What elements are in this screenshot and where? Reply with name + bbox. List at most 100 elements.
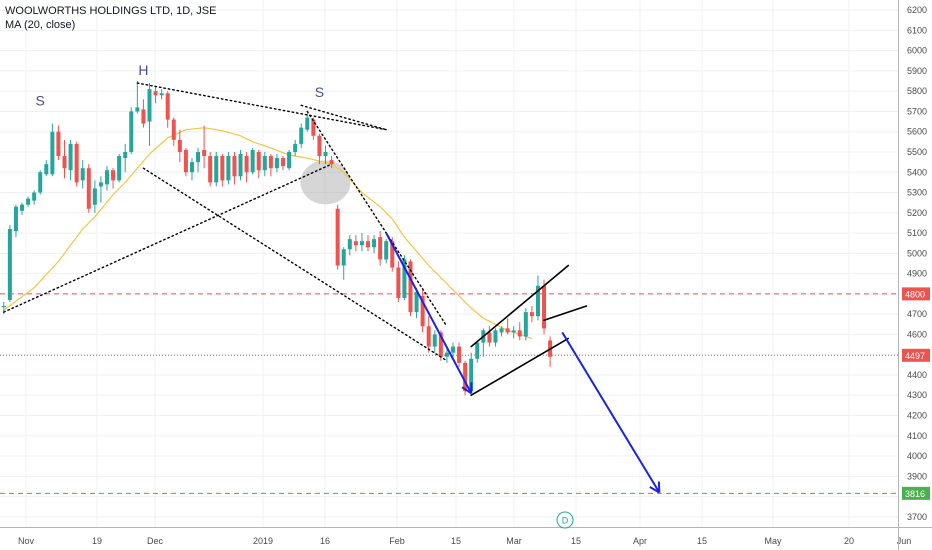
y-tick-label: 4200 [907,411,927,421]
y-tick-label: 6200 [907,5,927,15]
arrow-head [649,486,660,494]
candle-body [189,162,194,173]
candle-body [86,168,91,209]
candle-body [220,156,225,181]
trend-line [543,305,588,322]
candle-body [359,241,364,246]
pattern-label: S [315,84,324,100]
candle-body [323,151,328,157]
candle-body [268,156,273,169]
candle-body [438,332,443,357]
y-tick-label: 5700 [907,106,927,116]
candle-body [505,328,510,333]
candle-body [80,168,85,181]
trend-line [300,104,387,131]
pattern-label: H [138,62,148,78]
trend-line [3,163,333,313]
x-tick-label: Nov [18,536,35,546]
x-tick-label: Feb [389,536,405,546]
candle-body [469,358,474,392]
candle-body [311,119,316,136]
x-tick-label: Mar [506,536,522,546]
candle-body [111,170,116,181]
x-tick-label: 16 [320,536,330,546]
candle-body [378,237,383,260]
candle-body [214,156,219,183]
candle-body [104,170,109,185]
candle-body [450,346,455,353]
y-tick-label: 5500 [907,147,927,157]
candle-body [432,334,437,347]
candle-body [208,156,213,183]
candle-body [26,198,31,205]
candle-body [347,239,352,250]
y-tick-label: 4900 [907,269,927,279]
y-tick-label: 4700 [907,309,927,319]
chart-legend: WOOLWORTHS HOLDINGS LTD, 1D, JSE MA (20,… [5,4,216,32]
x-tick-label: 15 [697,536,707,546]
candle-body [232,156,237,177]
pattern-label: S [36,92,45,108]
candle-body [542,285,547,329]
candle-body [329,160,334,165]
candle-body [244,156,249,173]
candle-body [414,291,419,313]
y-tick-label: 5900 [907,66,927,76]
candle-body [372,239,377,248]
candle-body [426,326,431,347]
x-tick-label: Apr [633,536,647,546]
y-tick-label: 5300 [907,188,927,198]
candle-body [129,111,134,152]
candle-body [7,229,12,300]
candle-body [256,151,261,171]
candle-body [493,330,498,343]
price-tag [902,287,930,301]
candle-body [463,362,468,392]
candle-body [38,172,43,193]
candle-body [196,151,201,163]
y-tick-label: 6100 [907,25,927,35]
chart-title: WOOLWORTHS HOLDINGS LTD, 1D, JSE [5,5,217,17]
x-tick-label: 15 [451,536,461,546]
candle-body [13,206,18,232]
price-tag [902,486,930,500]
highlight-ellipse [300,160,351,205]
trend-line [306,110,448,328]
x-tick-label: 15 [571,536,581,546]
candle-body [499,328,504,333]
candle-body [159,93,164,96]
candle-body [366,241,370,248]
x-tick-label: 20 [844,536,854,546]
candle-body [32,192,37,201]
candle-body [511,330,516,333]
candle-body [171,119,176,140]
candle-body [177,139,182,152]
y-tick-label: 3900 [907,471,927,481]
candle-body [44,164,49,175]
candle-body [535,285,540,317]
event-marker [556,511,574,529]
x-tick-label: May [764,536,782,546]
trend-line [136,82,387,131]
candle-body [202,149,207,157]
price-tag-label: 4800 [905,289,925,299]
y-tick-label: 6000 [907,46,927,56]
candle-body [92,188,97,205]
candle-body [274,158,279,169]
candle-body [523,312,528,337]
candle-body [147,89,152,122]
x-tick-label: Dec [147,536,164,546]
candle-body [299,127,304,144]
candle-body [56,131,61,157]
candle-body [402,259,407,298]
y-tick-label: 5400 [907,167,927,177]
trend-line [142,167,448,362]
y-tick-label: 4100 [907,431,927,441]
arrow-line [385,232,473,394]
candle-body [293,143,298,152]
candle-body [396,267,401,298]
candle-body [165,93,170,120]
arrow-head [461,386,472,395]
